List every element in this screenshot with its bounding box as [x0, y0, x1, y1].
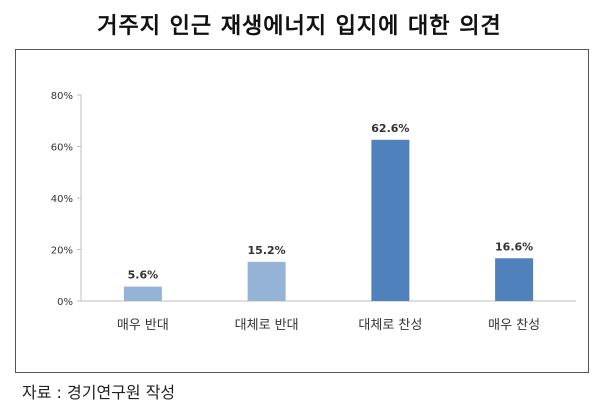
data-label: 62.6% [371, 122, 409, 135]
x-tick-label: 매우 반대 [117, 318, 169, 333]
bar-chart: 0% 20% 40% 60% 80% 5.6% 매우 반대 15.2% 대체로 반대 62.6% 대… [51, 91, 576, 333]
bar [371, 139, 410, 301]
y-tick-label: 60% [51, 143, 73, 154]
y-tick-label: 0% [57, 297, 73, 308]
bar [123, 286, 162, 301]
y-tick-label: 20% [51, 246, 73, 257]
x-tick-label: 매우 찬성 [488, 318, 540, 333]
data-label: 15.2% [248, 244, 286, 257]
x-tick-label: 대체로 찬성 [358, 318, 422, 333]
source-note: 자료 : 경기연구원 작성 [22, 383, 176, 402]
chart-title: 거주지 인근 재생에너지 입지에 대한 의견 [97, 14, 502, 39]
data-label: 16.6% [495, 240, 533, 253]
chart-frame: 0% 20% 40% 60% 80% 5.6% 매우 반대 15.2% 대체로 반대 62.6% 대… [15, 49, 589, 373]
y-tick-label: 80% [51, 91, 73, 102]
bar [495, 258, 534, 301]
y-tick-label: 40% [51, 194, 73, 205]
bar [247, 261, 286, 301]
data-label: 5.6% [128, 269, 159, 282]
x-tick-label: 대체로 반대 [235, 318, 299, 333]
